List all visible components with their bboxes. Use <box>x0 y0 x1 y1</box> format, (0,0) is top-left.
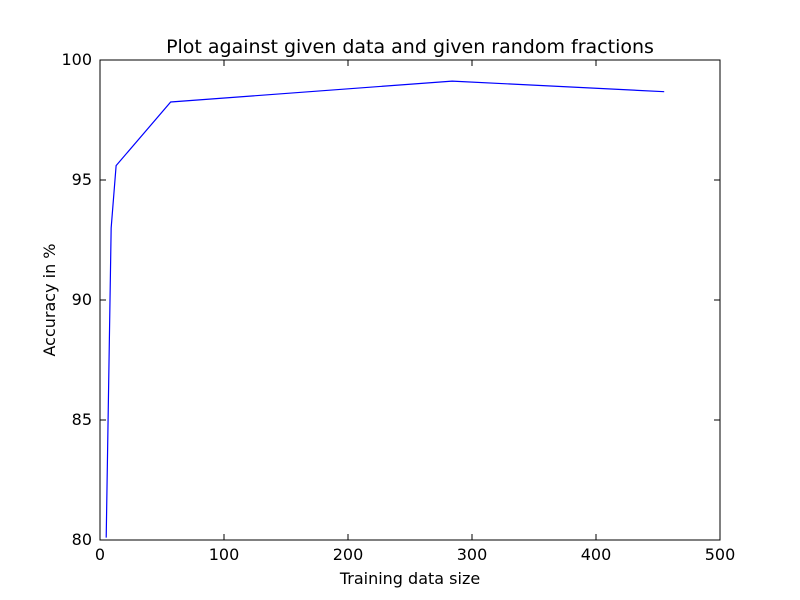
x-tick-label-2: 200 <box>333 545 364 564</box>
y-axis-title: Accuracy in % <box>40 243 59 356</box>
series-layer <box>105 80 665 538</box>
series-line-0 <box>105 80 665 538</box>
x-tick-label-5: 500 <box>705 545 736 564</box>
x-tick-label-1: 100 <box>209 545 240 564</box>
y-axis-ticks: 80 85 90 95 100 <box>61 50 720 549</box>
x-tick-label-4: 400 <box>581 545 612 564</box>
y-tick-label-0: 80 <box>72 530 92 549</box>
x-tick-label-3: 300 <box>457 545 488 564</box>
y-tick-label-2: 90 <box>72 290 92 309</box>
x-tick-label-0: 0 <box>95 545 105 564</box>
x-axis-ticks: 0 100 200 300 400 500 <box>95 60 735 564</box>
chart-title: Plot against given data and given random… <box>166 36 654 58</box>
y-tick-label-4: 100 <box>61 50 92 69</box>
y-tick-label-3: 95 <box>72 170 92 189</box>
x-axis-title: Training data size <box>339 569 480 588</box>
y-tick-label-1: 85 <box>72 410 92 429</box>
